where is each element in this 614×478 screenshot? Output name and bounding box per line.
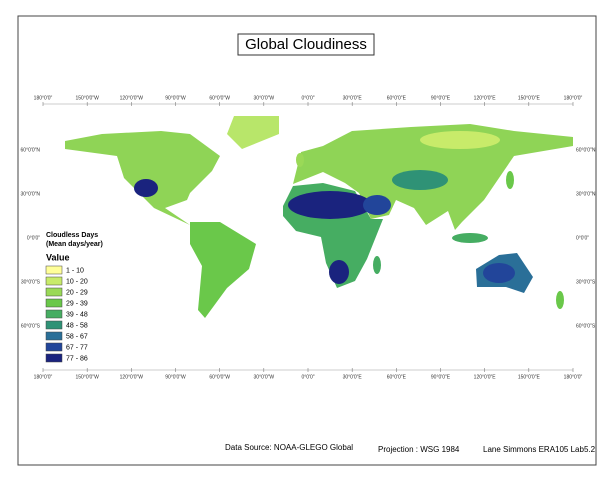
projection: Projection : WSG 1984 bbox=[378, 445, 460, 454]
australia-interior bbox=[483, 263, 515, 283]
new-zealand bbox=[556, 291, 564, 309]
sahara bbox=[288, 191, 372, 219]
legend-title: Cloudless Days bbox=[46, 232, 98, 239]
legend-label: 29 - 39 bbox=[66, 300, 88, 307]
longitude-label: 60°0'0"W bbox=[209, 374, 230, 380]
south-america bbox=[190, 222, 256, 318]
longitude-label: 180°0'0" bbox=[564, 374, 583, 380]
legend-label: 58 - 67 bbox=[66, 333, 88, 340]
title: Global Cloudiness bbox=[245, 36, 367, 53]
latitude-label: 60°0'0"N bbox=[21, 147, 41, 153]
legend-label: 39 - 48 bbox=[66, 311, 88, 318]
longitude-label: 30°0'0"W bbox=[254, 374, 275, 380]
legend-swatch bbox=[45, 309, 63, 319]
longitude-label: 90°0'0"W bbox=[165, 95, 186, 101]
legend-swatch bbox=[45, 265, 63, 275]
longitude-label: 90°0'0"W bbox=[165, 374, 186, 380]
us-southwest bbox=[134, 179, 158, 197]
madagascar bbox=[373, 256, 381, 274]
frame bbox=[17, 15, 597, 466]
legend-swatch bbox=[45, 320, 63, 330]
legend-subtitle: (Mean days/year) bbox=[46, 241, 103, 248]
central-asia bbox=[392, 170, 448, 190]
latitude-label: 0°0'0" bbox=[576, 235, 589, 241]
data-source: Data Source: NOAA-GLEGO Global bbox=[225, 443, 353, 452]
legend-heading: Value bbox=[46, 252, 70, 262]
arabia bbox=[363, 195, 391, 215]
legend-label: 77 - 86 bbox=[66, 355, 88, 362]
longitude-label: 120°0'0"E bbox=[474, 95, 497, 101]
longitude-label: 150°0'0"E bbox=[518, 95, 541, 101]
legend-swatch bbox=[45, 353, 63, 363]
longitude-label: 60°0'0"W bbox=[209, 95, 230, 101]
title-box bbox=[237, 33, 375, 56]
latitude-label: 0°0'0" bbox=[27, 235, 40, 241]
longitude-label: 120°0'0"W bbox=[120, 95, 144, 101]
legend-label: 10 - 20 bbox=[66, 278, 88, 285]
latitude-label: 30°0'0"S bbox=[21, 279, 41, 285]
longitude-label: 180°0'0" bbox=[34, 95, 53, 101]
legend-swatch bbox=[45, 342, 63, 352]
longitude-label: 0°0'0" bbox=[301, 374, 314, 380]
greenland bbox=[227, 116, 279, 149]
author: Lane Simmons ERA105 Lab5.2 bbox=[483, 445, 596, 454]
longitude-label: 30°0'0"W bbox=[254, 95, 275, 101]
kalahari bbox=[329, 260, 349, 284]
legend-swatch bbox=[45, 276, 63, 286]
japan bbox=[506, 171, 514, 189]
legend-label: 48 - 58 bbox=[66, 322, 88, 329]
longitude-label: 180°0'0" bbox=[34, 374, 53, 380]
longitude-label: 30°0'0"E bbox=[343, 374, 363, 380]
latitude-label: 60°0'0"S bbox=[21, 323, 41, 329]
legend-label: 67 - 77 bbox=[66, 344, 88, 351]
latitude-label: 30°0'0"S bbox=[576, 279, 596, 285]
north-america bbox=[65, 131, 220, 225]
longitude-label: 180°0'0" bbox=[564, 95, 583, 101]
latitude-label: 30°0'0"N bbox=[576, 191, 596, 197]
legend-label: 1 - 10 bbox=[66, 267, 84, 274]
longitude-label: 30°0'0"E bbox=[343, 95, 363, 101]
longitude-label: 120°0'0"E bbox=[474, 374, 497, 380]
legend-swatch bbox=[45, 298, 63, 308]
longitude-label: 120°0'0"W bbox=[120, 374, 144, 380]
longitude-label: 150°0'0"E bbox=[518, 374, 541, 380]
siberia bbox=[420, 131, 500, 149]
longitude-label: 60°0'0"E bbox=[387, 374, 407, 380]
longitude-label: 60°0'0"E bbox=[387, 95, 407, 101]
legend-label: 20 - 29 bbox=[66, 289, 88, 296]
longitude-label: 150°0'0"W bbox=[75, 95, 99, 101]
latitude-label: 30°0'0"N bbox=[21, 191, 41, 197]
britain bbox=[296, 153, 304, 167]
longitude-label: 90°0'0"E bbox=[431, 95, 451, 101]
legend: Cloudless Days (Mean days/year) Value 1 - 1… bbox=[45, 232, 103, 363]
longitude-label: 150°0'0"W bbox=[75, 374, 99, 380]
longitude-label: 0°0'0" bbox=[301, 95, 314, 101]
latitude-label: 60°0'0"S bbox=[576, 323, 596, 329]
indonesia bbox=[452, 233, 488, 243]
land bbox=[65, 116, 573, 318]
longitude-label: 90°0'0"E bbox=[431, 374, 451, 380]
graticule: 180°0'0" 180°0'0" 150°0'0"W 150°0'0"W 120°0'… bbox=[21, 95, 596, 380]
legend-swatch bbox=[45, 287, 63, 297]
latitude-label: 60°0'0"N bbox=[576, 147, 596, 153]
legend-swatch bbox=[45, 331, 63, 341]
